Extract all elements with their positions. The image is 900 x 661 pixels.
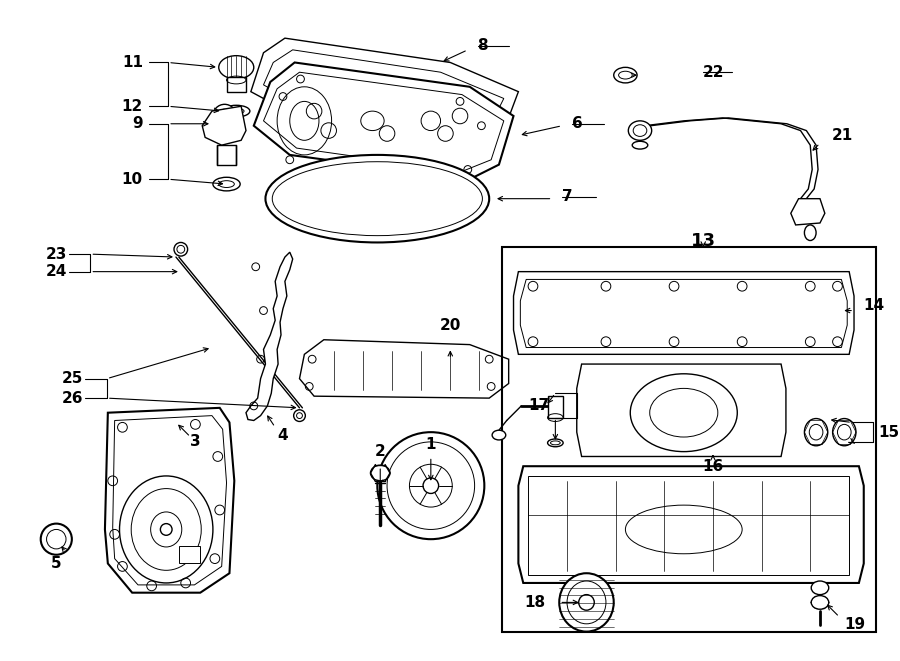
Polygon shape bbox=[791, 199, 824, 225]
Polygon shape bbox=[254, 63, 514, 179]
Text: 15: 15 bbox=[878, 424, 899, 440]
Ellipse shape bbox=[222, 105, 250, 117]
Text: 2: 2 bbox=[375, 444, 385, 459]
Ellipse shape bbox=[632, 141, 648, 149]
Text: 18: 18 bbox=[525, 595, 545, 610]
Ellipse shape bbox=[213, 104, 237, 128]
Text: 5: 5 bbox=[51, 556, 61, 571]
Ellipse shape bbox=[371, 465, 390, 481]
Text: 14: 14 bbox=[864, 298, 885, 313]
Polygon shape bbox=[514, 272, 854, 354]
Text: 23: 23 bbox=[46, 247, 67, 262]
Bar bbox=[217, 145, 237, 165]
Ellipse shape bbox=[377, 432, 484, 539]
Text: 22: 22 bbox=[703, 65, 724, 80]
Text: 20: 20 bbox=[439, 318, 461, 332]
Ellipse shape bbox=[174, 243, 187, 256]
Polygon shape bbox=[577, 364, 786, 457]
Ellipse shape bbox=[628, 121, 652, 140]
Ellipse shape bbox=[547, 439, 563, 447]
Ellipse shape bbox=[805, 418, 828, 446]
Text: 19: 19 bbox=[844, 617, 866, 633]
Ellipse shape bbox=[614, 67, 637, 83]
Bar bbox=[227, 77, 246, 92]
Bar bbox=[547, 396, 563, 418]
Text: 12: 12 bbox=[122, 98, 143, 114]
Text: 1: 1 bbox=[426, 438, 436, 452]
Ellipse shape bbox=[492, 430, 506, 440]
Text: 13: 13 bbox=[690, 231, 716, 249]
Text: 24: 24 bbox=[46, 264, 67, 279]
Text: 7: 7 bbox=[562, 189, 572, 204]
Text: 25: 25 bbox=[62, 371, 84, 386]
Bar bbox=[179, 546, 201, 563]
Polygon shape bbox=[105, 408, 234, 593]
Ellipse shape bbox=[293, 410, 305, 422]
Text: 4: 4 bbox=[277, 428, 288, 443]
Ellipse shape bbox=[219, 56, 254, 79]
Ellipse shape bbox=[630, 373, 737, 451]
Ellipse shape bbox=[559, 573, 614, 632]
Text: 9: 9 bbox=[132, 116, 143, 132]
Polygon shape bbox=[518, 466, 864, 583]
Text: 10: 10 bbox=[122, 172, 143, 186]
Bar bbox=[502, 247, 877, 632]
Ellipse shape bbox=[811, 581, 829, 595]
Text: 3: 3 bbox=[190, 434, 201, 449]
Ellipse shape bbox=[120, 476, 213, 583]
Ellipse shape bbox=[266, 155, 490, 243]
Text: 26: 26 bbox=[62, 391, 84, 406]
Polygon shape bbox=[202, 106, 246, 145]
Text: 17: 17 bbox=[528, 398, 550, 413]
Text: 21: 21 bbox=[832, 128, 853, 143]
Ellipse shape bbox=[832, 418, 856, 446]
Text: 11: 11 bbox=[122, 55, 143, 70]
Text: 16: 16 bbox=[702, 459, 724, 474]
Ellipse shape bbox=[811, 596, 829, 609]
Text: 6: 6 bbox=[572, 116, 582, 132]
Polygon shape bbox=[300, 340, 508, 398]
Ellipse shape bbox=[213, 177, 240, 191]
Ellipse shape bbox=[805, 225, 816, 241]
Ellipse shape bbox=[40, 524, 72, 555]
Text: 8: 8 bbox=[478, 38, 488, 54]
Polygon shape bbox=[246, 253, 292, 420]
